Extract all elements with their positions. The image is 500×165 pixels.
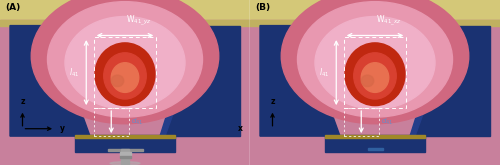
Bar [250,20,500,26]
Ellipse shape [31,0,219,124]
Text: z: z [20,97,25,106]
Bar [0,20,250,26]
Bar [0,20,250,165]
Text: $l_{41}$: $l_{41}$ [68,66,79,79]
Polygon shape [160,26,205,136]
Text: $d_{41}$: $d_{41}$ [131,117,143,127]
Ellipse shape [354,53,396,99]
Text: W$_{41\_xz}$: W$_{41\_xz}$ [376,14,402,28]
Ellipse shape [104,53,146,99]
Ellipse shape [95,43,155,106]
Bar [94,108,129,136]
Polygon shape [160,26,240,136]
Bar [0,0,250,21]
Bar [344,37,406,108]
Bar [368,148,382,150]
Polygon shape [10,26,90,136]
Ellipse shape [281,0,469,124]
Text: (B): (B) [255,3,270,12]
Ellipse shape [361,75,374,87]
Bar [250,20,500,165]
Ellipse shape [111,75,124,87]
Bar [325,135,425,152]
Ellipse shape [345,43,405,106]
Polygon shape [410,26,490,136]
Bar [94,37,156,108]
Bar [121,149,129,165]
Bar [325,135,425,138]
Text: (A): (A) [5,3,20,12]
Text: z: z [270,97,275,106]
Polygon shape [410,26,455,136]
Bar [75,135,175,138]
Polygon shape [260,26,340,136]
Ellipse shape [110,162,140,165]
Bar [108,149,142,151]
Ellipse shape [65,16,185,109]
Bar [120,152,130,155]
Text: W$_{41\_yz}$: W$_{41\_yz}$ [126,14,152,28]
Ellipse shape [361,63,389,92]
Ellipse shape [298,2,452,117]
Text: $d_{41}$: $d_{41}$ [382,117,394,127]
Text: x: x [238,124,242,133]
Ellipse shape [315,16,435,109]
Bar [250,0,500,21]
Bar [120,156,130,158]
Text: y: y [60,124,65,133]
Ellipse shape [111,63,139,92]
Ellipse shape [48,2,203,117]
Bar [75,135,175,152]
Bar [344,108,379,136]
Text: $l_{41}$: $l_{41}$ [318,66,329,79]
